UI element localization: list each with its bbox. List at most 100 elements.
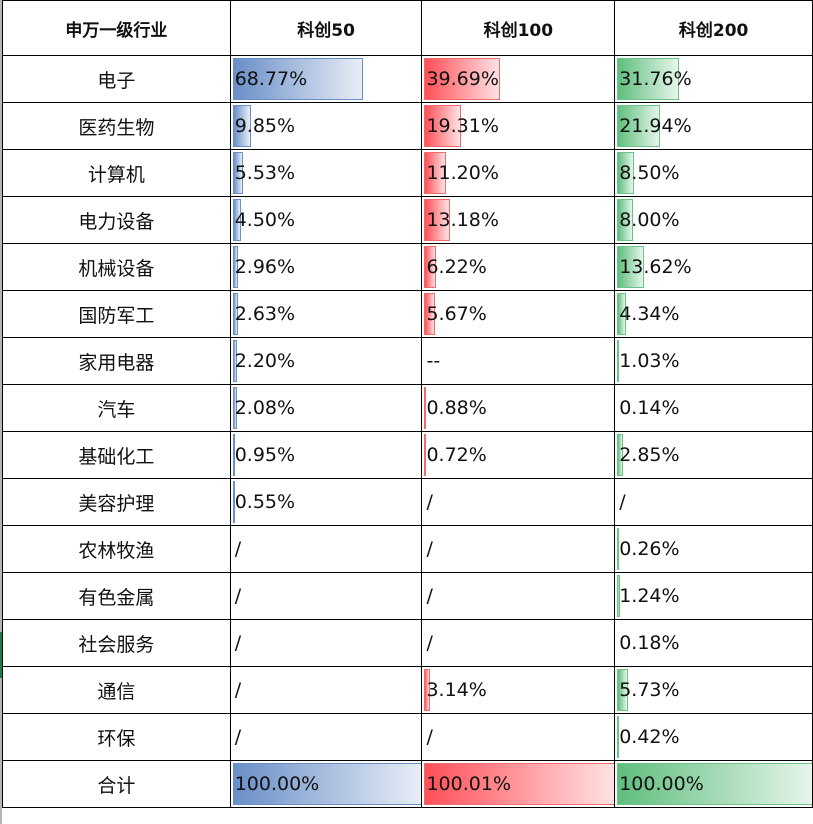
data-bar — [424, 293, 436, 335]
kc100-cell[interactable]: 0.72% — [421, 431, 616, 479]
table-row: 有色金属 //1.24% — [2, 572, 813, 620]
kc200-cell[interactable]: 2.85% — [614, 431, 813, 479]
kc200-cell[interactable]: 0.14% — [614, 384, 813, 432]
data-bar — [424, 763, 614, 805]
kc50-cell[interactable]: 5.53% — [229, 149, 423, 197]
kc200-cell[interactable]: 31.76% — [614, 55, 813, 103]
kc50-cell[interactable]: 68.77% — [229, 55, 423, 103]
industry-cell[interactable]: 美容护理 — [2, 478, 231, 526]
kc200-cell[interactable]: 1.24% — [614, 572, 813, 620]
industry-cell[interactable]: 社会服务 — [2, 619, 231, 667]
kc50-cell[interactable]: / — [229, 713, 423, 761]
kc200-cell[interactable]: 5.73% — [614, 666, 813, 714]
kc100-cell[interactable]: 0.88% — [421, 384, 616, 432]
kc100-cell[interactable]: / — [421, 525, 616, 573]
cell-value: 0.88% — [426, 397, 487, 419]
kc200-cell[interactable]: 13.62% — [614, 243, 813, 291]
kc200-cell[interactable]: 21.94% — [614, 102, 813, 150]
industry-cell[interactable]: 环保 — [2, 713, 231, 761]
kc100-cell[interactable]: 3.14% — [421, 666, 616, 714]
kc200-cell[interactable]: 0.26% — [614, 525, 813, 573]
kc50-cell[interactable]: 2.20% — [229, 337, 423, 385]
cell-value: 2.96% — [234, 256, 296, 278]
data-bar — [424, 199, 450, 241]
table-row: 电力设备 4.50% 13.18% 8.00% — [2, 196, 813, 244]
kc200-cell[interactable]: 8.00% — [614, 196, 813, 244]
data-bar — [424, 669, 431, 711]
kc50-cell[interactable]: 2.96% — [229, 243, 423, 291]
table-row: 电子 68.77% 39.69% 31.76% — [2, 55, 813, 103]
kc100-cell[interactable]: 13.18% — [421, 196, 616, 244]
kc200-cell[interactable]: 0.42% — [614, 713, 813, 761]
kc200-cell[interactable]: 100.00% — [614, 760, 813, 808]
kc100-cell[interactable]: 5.67% — [421, 290, 616, 338]
kc200-cell[interactable]: 0.18% — [614, 619, 813, 667]
kc100-cell[interactable]: / — [421, 713, 616, 761]
kc50-cell[interactable]: 2.63% — [229, 290, 423, 338]
kc100-cell[interactable]: 39.69% — [421, 55, 616, 103]
industry-cell[interactable]: 通信 — [2, 666, 231, 714]
cell-value: 100.00% — [619, 773, 704, 795]
cell-value: 0.72% — [426, 444, 487, 466]
kc200-cell[interactable]: / — [614, 478, 813, 526]
data-bar — [617, 528, 620, 570]
table-row: 基础化工 0.95% 0.72% 2.85% — [2, 431, 813, 479]
cell-value: 31.76% — [619, 68, 692, 90]
header-kc50[interactable]: 科创50 — [229, 0, 423, 56]
data-bar — [617, 152, 634, 194]
kc100-cell[interactable]: 6.22% — [421, 243, 616, 291]
kc50-cell[interactable]: 100.00% — [229, 760, 423, 808]
cell-value: 8.50% — [619, 162, 680, 184]
data-bar — [617, 105, 661, 147]
cell-value: 1.24% — [619, 585, 680, 607]
data-bar — [424, 246, 437, 288]
industry-cell[interactable]: 家用电器 — [2, 337, 231, 385]
industry-cell[interactable]: 计算机 — [2, 149, 231, 197]
industry-cell[interactable]: 电力设备 — [2, 196, 231, 244]
kc100-cell[interactable]: / — [421, 619, 616, 667]
header-kc100[interactable]: 科创100 — [421, 0, 616, 56]
kc50-cell[interactable]: / — [229, 619, 423, 667]
cell-value: / — [426, 585, 433, 607]
industry-cell[interactable]: 国防军工 — [2, 290, 231, 338]
kc50-cell[interactable]: 4.50% — [229, 196, 423, 244]
data-bar — [617, 246, 644, 288]
kc100-cell[interactable]: -- — [421, 337, 616, 385]
kc50-cell[interactable]: / — [229, 666, 423, 714]
kc200-cell[interactable]: 1.03% — [614, 337, 813, 385]
data-bar — [232, 152, 244, 194]
industry-cell[interactable]: 机械设备 — [2, 243, 231, 291]
kc100-cell[interactable]: 100.01% — [421, 760, 616, 808]
cell-value: 4.50% — [234, 209, 296, 231]
kc50-cell[interactable]: 0.95% — [229, 431, 423, 479]
header-kc200[interactable]: 科创200 — [614, 0, 813, 56]
kc50-cell[interactable]: 0.55% — [229, 478, 423, 526]
kc100-cell[interactable]: / — [421, 478, 616, 526]
kc50-cell[interactable]: 9.85% — [229, 102, 423, 150]
kc50-cell[interactable]: / — [229, 572, 423, 620]
data-bar — [232, 387, 237, 429]
kc50-cell[interactable]: / — [229, 525, 423, 573]
industry-cell[interactable]: 基础化工 — [2, 431, 231, 479]
table-row: 美容护理 0.55% / / — [2, 478, 813, 526]
industry-cell[interactable]: 汽车 — [2, 384, 231, 432]
data-bar — [617, 716, 620, 758]
industry-cell[interactable]: 农林牧渔 — [2, 525, 231, 573]
kc50-cell[interactable]: 2.08% — [229, 384, 423, 432]
cell-value: 3.14% — [426, 679, 487, 701]
kc100-cell[interactable]: 11.20% — [421, 149, 616, 197]
cell-value: / — [234, 585, 242, 607]
industry-cell[interactable]: 电子 — [2, 55, 231, 103]
header-row: 申万一级行业 科创50 科创100 科创200 — [2, 0, 813, 56]
industry-cell[interactable]: 医药生物 — [2, 102, 231, 150]
cell-value: 13.62% — [619, 256, 692, 278]
kc100-cell[interactable]: / — [421, 572, 616, 620]
kc200-cell[interactable]: 4.34% — [614, 290, 813, 338]
kc200-cell[interactable]: 8.50% — [614, 149, 813, 197]
industry-cell[interactable]: 有色金属 — [2, 572, 231, 620]
industry-cell[interactable]: 合计 — [2, 760, 231, 808]
kc100-cell[interactable]: 19.31% — [421, 102, 616, 150]
cell-value: 1.03% — [619, 350, 680, 372]
header-industry[interactable]: 申万一级行业 — [2, 0, 231, 56]
cell-value: 5.67% — [426, 303, 487, 325]
